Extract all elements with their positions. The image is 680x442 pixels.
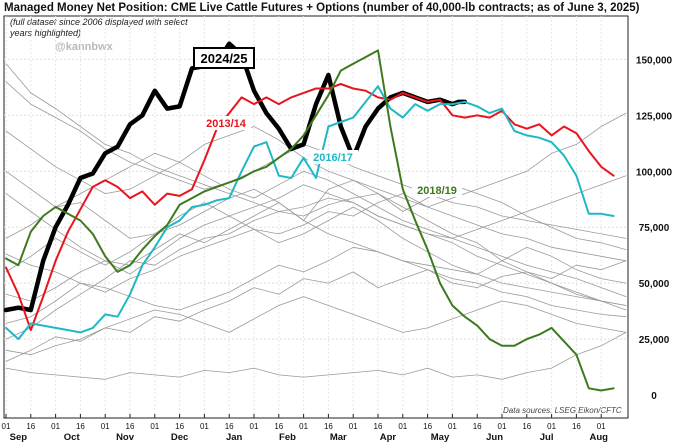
x-month-label: Jun — [486, 432, 503, 442]
x-tick-label: 16 — [76, 422, 85, 431]
background-year-line — [5, 170, 627, 306]
x-tick-label: 16 — [324, 422, 333, 431]
x-month-label: Apr — [380, 432, 397, 442]
x-tick-label: 16 — [522, 422, 531, 431]
watermark-text: @kannbwx — [55, 41, 113, 53]
y-tick-label: 150,000 — [636, 55, 673, 66]
x-tick-label: 16 — [274, 422, 283, 431]
x-tick-label: 01 — [200, 422, 209, 431]
series-label-box — [412, 183, 462, 197]
x-tick-label: 01 — [101, 422, 110, 431]
series-line-2013-14 — [5, 83, 615, 332]
y-tick-label: 25,000 — [639, 335, 670, 346]
series-label-box — [201, 116, 251, 130]
x-tick-label: 01 — [2, 422, 11, 431]
x-month-label: May — [431, 432, 450, 442]
x-tick-label: 01 — [299, 422, 308, 431]
background-year-line — [5, 202, 627, 284]
y-tick-label: 75,000 — [639, 223, 670, 234]
x-tick-label: 01 — [150, 422, 159, 431]
background-year-line — [5, 126, 627, 262]
x-tick-label: 16 — [126, 422, 135, 431]
x-tick-label: 16 — [175, 422, 184, 431]
series-label-2018-19: 2018/19 — [417, 185, 457, 197]
y-tick-label: 125,000 — [636, 111, 673, 122]
x-tick-label: 01 — [498, 422, 507, 431]
x-tick-label: 16 — [26, 422, 35, 431]
plot-frame — [3, 15, 629, 419]
background-year-line — [5, 63, 627, 311]
x-tick-label: 16 — [374, 422, 383, 431]
background-year-line — [5, 296, 627, 362]
y-tick-label: 50,000 — [639, 279, 670, 290]
x-month-label: Feb — [279, 432, 296, 442]
background-year-line — [5, 112, 627, 293]
y-tick-label: 100,000 — [636, 167, 673, 178]
y-tick-label: 0 — [651, 391, 657, 402]
chart-subtitle: (full dataset since 2006 displayed with … — [10, 17, 188, 38]
x-tick-label: 01 — [398, 422, 407, 431]
x-month-label: Aug — [589, 432, 608, 442]
background-year-line — [5, 193, 627, 340]
series-line-2018-19 — [5, 49, 615, 392]
x-month-label: Nov — [116, 432, 135, 442]
x-tick-label: 01 — [250, 422, 259, 431]
chart-title: Managed Money Net Position: CME Live Cat… — [4, 2, 640, 14]
x-tick-label: 01 — [597, 422, 606, 431]
background-year-line — [5, 331, 627, 380]
x-tick-label: 01 — [349, 422, 358, 431]
x-month-label: Mar — [330, 432, 347, 442]
x-tick-label: 16 — [423, 422, 432, 431]
series-label-2013-14: 2013/14 — [206, 118, 247, 130]
x-month-label: Oct — [64, 432, 81, 442]
x-tick-label: 01 — [51, 422, 60, 431]
x-month-label: Jan — [226, 432, 243, 442]
series-label-2016-17: 2016/17 — [313, 152, 353, 164]
x-tick-label: 01 — [448, 422, 457, 431]
source-note: Data sources: LSEG Eikon/CFTC — [503, 406, 622, 415]
background-year-line — [5, 246, 627, 324]
series-label-box — [308, 150, 358, 164]
series-line-2016-17 — [5, 85, 615, 341]
series-label-box — [193, 47, 255, 69]
series-label-2024-25: 2024/25 — [201, 51, 248, 66]
x-month-label: Sep — [10, 432, 28, 442]
x-tick-label: 01 — [547, 422, 556, 431]
x-tick-label: 16 — [572, 422, 581, 431]
x-tick-label: 16 — [473, 422, 482, 431]
x-month-label: Jul — [540, 432, 554, 442]
x-tick-label: 16 — [225, 422, 234, 431]
x-month-label: Dec — [171, 432, 188, 442]
